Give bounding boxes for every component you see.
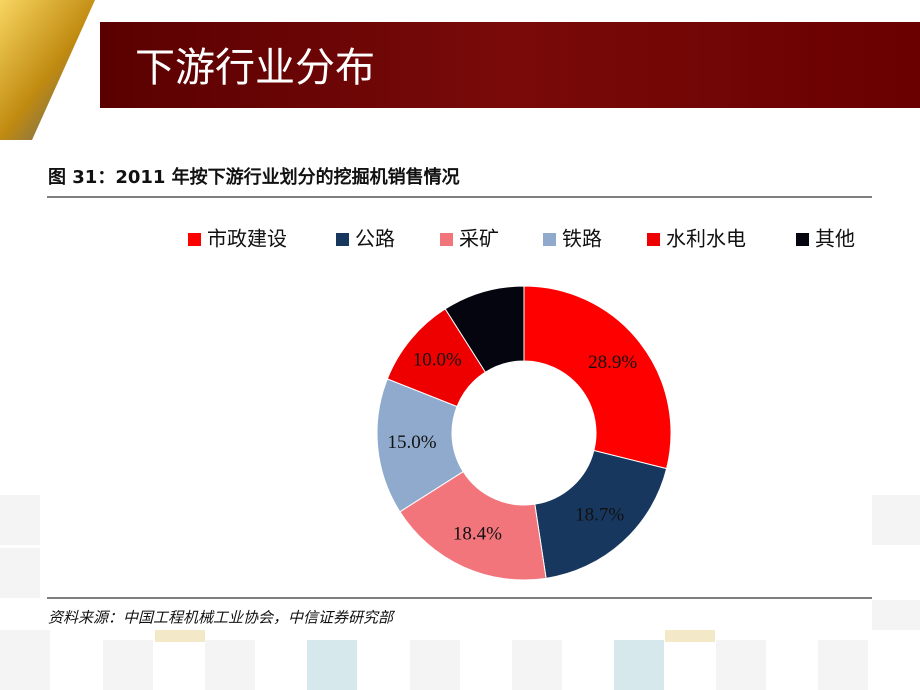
slide-title: 下游行业分布 xyxy=(135,45,375,91)
logo-image xyxy=(0,0,105,140)
legend-label: 其他 xyxy=(815,227,855,251)
donut-slice xyxy=(399,470,547,581)
value-label: 10.0% xyxy=(413,350,462,371)
donut-slice xyxy=(444,285,525,373)
legend-swatch xyxy=(647,233,660,246)
background-tiles xyxy=(0,495,920,690)
title-bar xyxy=(100,22,920,108)
source-note: 资料来源：中国工程机械工业协会，中信证券研究部 xyxy=(48,609,396,627)
legend-label: 公路 xyxy=(355,227,395,251)
legend-swatch xyxy=(543,233,556,246)
legend-swatch xyxy=(336,233,349,246)
value-label: 28.9% xyxy=(588,352,637,373)
value-label: 18.7% xyxy=(575,505,624,526)
logo-stripe xyxy=(32,0,108,140)
legend-swatch xyxy=(188,233,201,246)
legend-label: 市政建设 xyxy=(207,227,287,251)
figure-caption: 图 31：2011 年按下游行业划分的挖掘机销售情况 xyxy=(48,166,460,188)
donut-slice xyxy=(534,449,668,579)
value-label: 15.0% xyxy=(387,432,436,453)
legend-label: 铁路 xyxy=(562,227,602,251)
legend-label: 水利水电 xyxy=(666,227,746,251)
legend-swatch xyxy=(796,233,809,246)
donut-slice xyxy=(523,285,672,470)
value-label: 18.4% xyxy=(453,524,502,545)
legend-swatch xyxy=(440,233,453,246)
legend-label: 采矿 xyxy=(459,227,499,251)
